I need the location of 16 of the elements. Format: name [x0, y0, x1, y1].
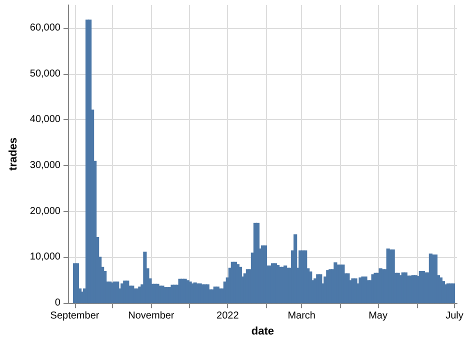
x-tick-label: March: [288, 310, 316, 322]
y-tick-label: 30,000: [30, 160, 61, 172]
x-tick-label: September: [50, 310, 100, 322]
y-axis-title: trades: [8, 138, 20, 171]
x-axis-title: date: [251, 326, 274, 338]
bar: [451, 283, 456, 304]
x-tick-label: May: [368, 310, 388, 322]
x-tick-label: November: [128, 310, 175, 322]
y-tick-label: 10,000: [30, 252, 61, 263]
x-tick-label: July: [446, 310, 464, 322]
y-tick-label: 60,000: [30, 22, 61, 34]
y-tick-label: 0: [54, 298, 61, 309]
x-tick-label: 2022: [216, 310, 240, 322]
y-tick-label: 40,000: [30, 114, 61, 126]
y-tick-label: 50,000: [30, 68, 61, 80]
y-tick-label: 20,000: [30, 206, 61, 217]
